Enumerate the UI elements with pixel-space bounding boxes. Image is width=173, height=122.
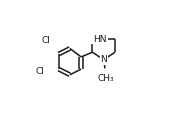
Text: CH₃: CH₃	[97, 74, 114, 83]
Text: Cl: Cl	[36, 67, 44, 76]
Text: HN: HN	[93, 35, 107, 44]
Text: Cl: Cl	[41, 36, 50, 45]
Text: N: N	[100, 55, 107, 64]
